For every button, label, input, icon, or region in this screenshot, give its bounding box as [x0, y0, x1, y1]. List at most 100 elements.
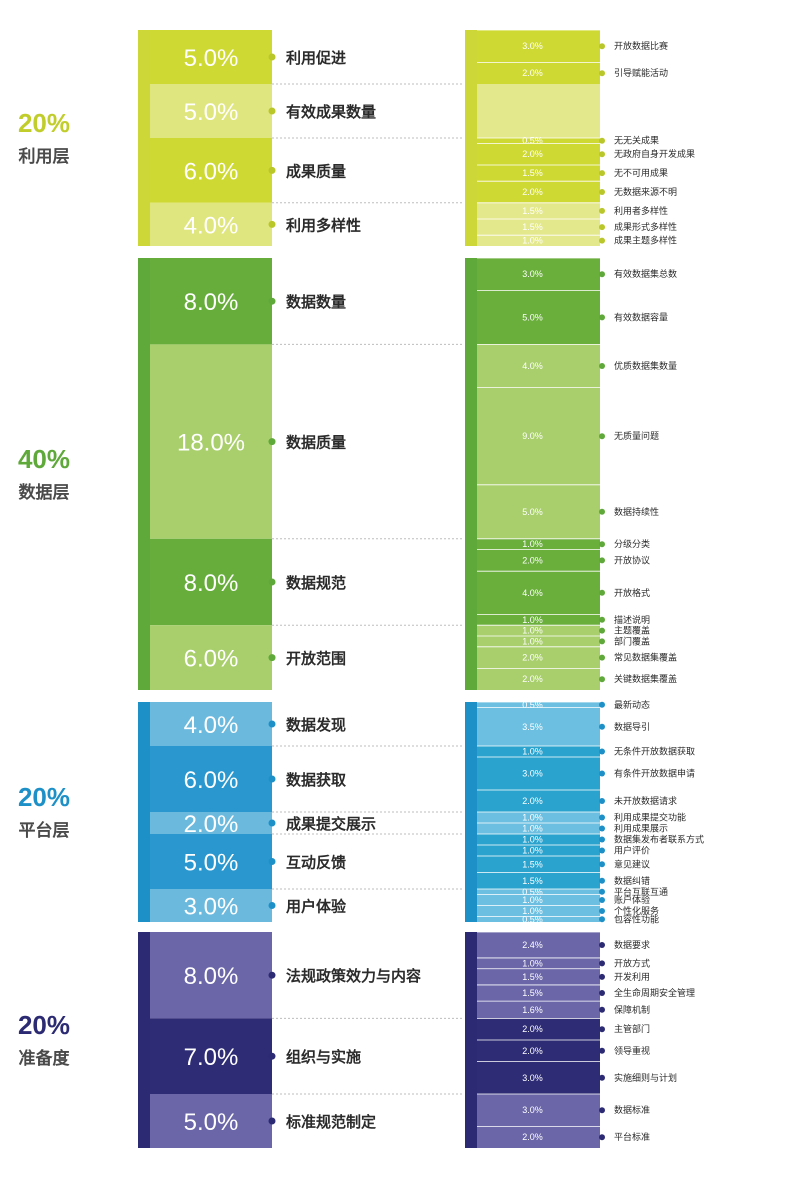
item-bar — [465, 984, 600, 1002]
item-bar — [465, 872, 600, 889]
item-dot — [599, 433, 605, 440]
group-bar — [150, 84, 272, 138]
group-bar — [150, 746, 272, 812]
item-name: 开发利用 — [614, 971, 650, 982]
group-name: 成果质量 — [286, 162, 346, 180]
item-bar-empty — [477, 84, 600, 138]
item-percent: 1.0% — [522, 236, 543, 246]
group-bar — [150, 932, 272, 1019]
item-name: 利用成果展示 — [614, 823, 668, 834]
item-bar — [465, 646, 600, 669]
group-dot — [268, 297, 276, 305]
item-bar — [465, 1001, 600, 1019]
item-dot — [599, 557, 605, 564]
item-name: 分级分类 — [614, 538, 650, 549]
item-dot — [599, 224, 605, 231]
item-percent: 2.0% — [522, 1132, 543, 1142]
item-dot — [599, 814, 605, 821]
item-dot — [599, 654, 605, 661]
item-percent: 1.5% — [522, 972, 543, 982]
item-name: 描述说明 — [614, 614, 650, 625]
item-dot — [599, 847, 605, 854]
item-dot — [599, 70, 605, 77]
item-percent: 4.0% — [522, 588, 543, 598]
item-bar — [465, 790, 600, 812]
item-dot — [599, 137, 605, 144]
item-bar — [465, 1040, 600, 1062]
group-percent: 8.0% — [184, 289, 239, 316]
item-name: 领导重视 — [614, 1045, 650, 1056]
level-name: 数据层 — [19, 482, 70, 502]
item-bar — [465, 571, 600, 615]
item-name: 无质量问题 — [614, 430, 659, 441]
item-percent: 3.0% — [522, 1105, 543, 1115]
item-percent: 2.0% — [522, 674, 543, 684]
level-accent-strip — [138, 258, 150, 690]
item-bar — [465, 905, 600, 917]
item-percent: 2.0% — [522, 1046, 543, 1056]
group-name: 数据质量 — [286, 434, 346, 452]
item-percent: 1.5% — [522, 206, 543, 216]
item-bar — [465, 344, 600, 388]
group-bar — [150, 834, 272, 889]
item-bar — [465, 707, 600, 746]
item-bar — [465, 636, 600, 647]
group-dot — [268, 1052, 276, 1060]
item-name: 平台互联互通 — [614, 886, 668, 897]
item-bar — [465, 138, 600, 144]
group-name: 数据数量 — [286, 293, 346, 311]
item-bar — [465, 625, 600, 636]
item-name: 常见数据集覆盖 — [614, 652, 677, 663]
item-bar — [465, 165, 600, 182]
group-dot — [268, 166, 276, 174]
group-name: 标准规范制定 — [285, 1113, 376, 1131]
item-name: 无政府自身开发成果 — [614, 148, 695, 159]
item-name: 成果主题多样性 — [614, 235, 677, 246]
item-name: 利用成果提交功能 — [614, 812, 686, 823]
group-name: 组织与实施 — [286, 1048, 361, 1066]
group-name: 成果提交展示 — [286, 815, 376, 833]
item-bar — [465, 856, 600, 873]
item-bar — [465, 235, 600, 246]
level-name: 利用层 — [19, 146, 70, 166]
item-dot — [599, 363, 605, 369]
group-bar — [150, 625, 272, 690]
item-percent: 3.0% — [522, 41, 543, 51]
item-name: 个性化服务 — [614, 905, 659, 916]
item-percent: 1.0% — [522, 835, 543, 845]
group-name: 法规政策效力与内容 — [286, 967, 421, 985]
item-name: 开放数据比赛 — [614, 40, 668, 51]
item-bar — [465, 916, 600, 922]
item-dot — [599, 973, 605, 980]
item-dot — [599, 723, 605, 730]
level-name: 平台层 — [19, 820, 70, 840]
group-bar — [150, 258, 272, 345]
item-bar — [465, 968, 600, 985]
group-percent: 5.0% — [184, 45, 239, 72]
item-name: 有效数据容量 — [614, 311, 668, 322]
item-dot — [599, 271, 605, 278]
item-percent: 3.0% — [522, 269, 543, 279]
group-percent: 2.0% — [184, 811, 239, 838]
group-dot — [268, 107, 276, 115]
group-percent: 18.0% — [177, 430, 245, 457]
item-dot — [599, 897, 605, 903]
item-name: 数据集发布者联系方式 — [614, 834, 704, 845]
group-bar — [150, 1018, 272, 1094]
item-percent: 1.0% — [522, 824, 543, 834]
item-percent: 1.0% — [522, 958, 543, 968]
item-bar — [465, 845, 600, 856]
item-dot — [599, 748, 605, 755]
item-name: 引导赋能活动 — [614, 67, 668, 78]
item-bar — [465, 746, 600, 757]
item-percent: 1.5% — [522, 876, 543, 886]
item-bar — [465, 549, 600, 572]
item-dot — [599, 798, 605, 804]
item-percent: 1.0% — [522, 813, 543, 823]
item-bar — [465, 1126, 600, 1148]
group-percent: 6.0% — [184, 767, 239, 794]
item-dot — [599, 1134, 605, 1141]
item-percent: 1.0% — [522, 636, 543, 646]
item-percent: 1.5% — [522, 222, 543, 232]
item-percent: 1.0% — [522, 846, 543, 856]
